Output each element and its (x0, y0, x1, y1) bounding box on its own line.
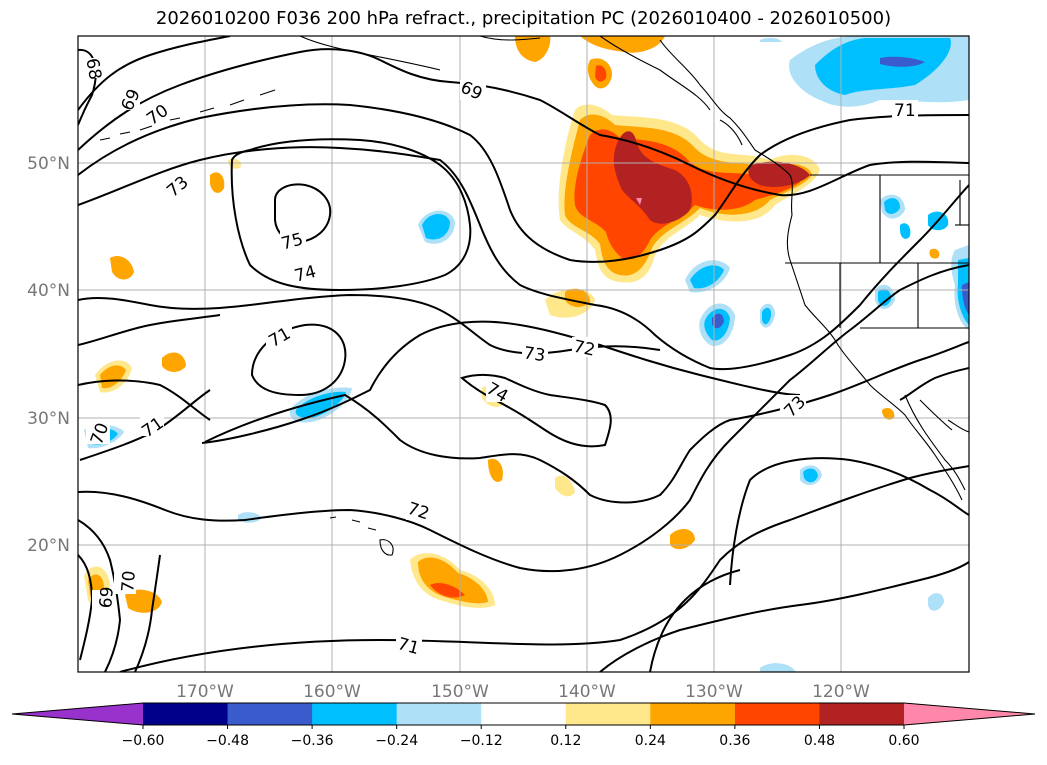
colorbar-extend-max (904, 703, 1035, 725)
colorbar-box (565, 703, 651, 725)
colorbar-tick-label: −0.24 (375, 733, 418, 749)
contour-label: 72 (572, 337, 597, 361)
colorbar-tick-label: 0.36 (719, 733, 750, 749)
contour-label: 69 (96, 586, 118, 609)
contour-label: 68 (81, 57, 104, 82)
colorbar-tick-label: −0.12 (460, 733, 503, 749)
contour-label: 71 (894, 101, 916, 121)
colorbar-tick-label: −0.48 (206, 733, 249, 749)
colorbar: −0.60 −0.48 −0.36 −0.24 −0.12 0.12 0.24 0.36 0.4… (11, 702, 1036, 749)
coastlines (99, 36, 969, 556)
lon-label: 140°W (558, 682, 616, 702)
colorbar-tick-label: −0.60 (122, 733, 165, 749)
colorbar-tick-label: 0.60 (888, 733, 919, 749)
map-frame (77, 35, 970, 673)
contour-label: 70 (118, 570, 140, 593)
contour-label: 73 (522, 343, 546, 366)
lon-label: 120°W (812, 682, 870, 702)
lon-label: 150°W (431, 682, 489, 702)
lat-label: 30°N (27, 409, 70, 429)
colorbar-tick-label: −0.36 (291, 733, 334, 749)
longitude-labels: 170°W 160°W 150°W 140°W 130°W 120°W (176, 682, 870, 702)
refractivity-contours (78, 36, 969, 672)
colorbar-box (734, 703, 820, 725)
colorbar-box (312, 703, 398, 725)
colorbar-box (143, 703, 229, 725)
lon-label: 130°W (685, 682, 743, 702)
latitude-labels: 50°N 40°N 30°N 20°N (27, 154, 70, 556)
colorbar-extend-min (12, 703, 143, 725)
lon-label: 170°W (176, 682, 234, 702)
map-title: 2026010200 F036 200 hPa refract., precip… (155, 8, 892, 29)
colorbar-box (396, 703, 482, 725)
lat-label: 40°N (27, 281, 70, 301)
graticule (78, 36, 969, 672)
colorbar-tick-label: 0.24 (635, 733, 666, 749)
lat-label: 50°N (27, 154, 70, 174)
lon-label: 160°W (303, 682, 361, 702)
colorbar-tick-label: 0.48 (804, 733, 835, 749)
colorbar-box (650, 703, 736, 725)
colorbar-tick-label: 0.12 (550, 733, 581, 749)
lat-label: 20°N (27, 536, 70, 556)
colorbar-box (819, 703, 905, 725)
colorbar-box (481, 703, 567, 725)
colorbar-box (227, 703, 313, 725)
